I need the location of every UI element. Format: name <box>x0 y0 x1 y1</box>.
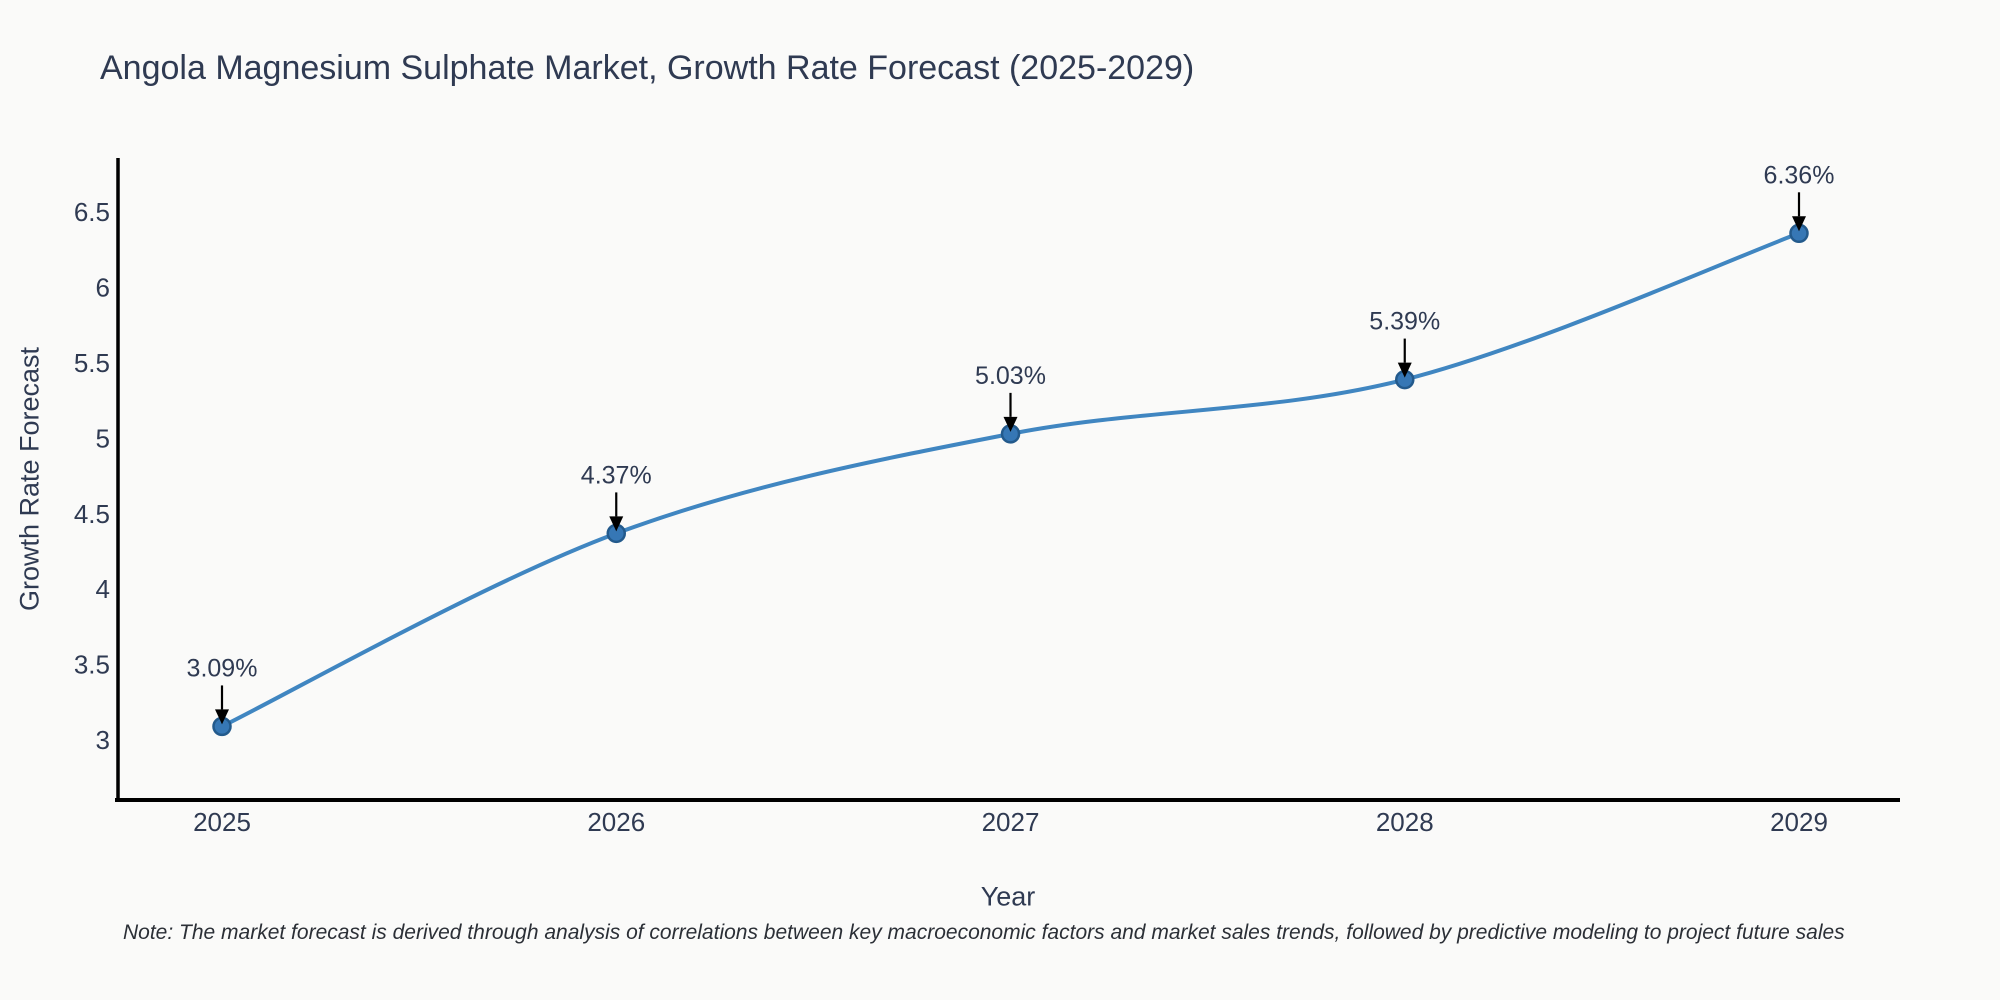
y-tick-label: 3 <box>96 725 110 755</box>
data-point-label: 4.37% <box>581 461 652 489</box>
x-tick-label: 2029 <box>1770 807 1828 837</box>
data-point-label: 5.03% <box>975 362 1046 390</box>
data-point-label: 5.39% <box>1369 308 1440 336</box>
trend-line <box>220 231 1801 729</box>
annotation-arrow-head <box>1397 362 1412 378</box>
data-point-label: 3.09% <box>187 654 258 682</box>
y-tick-label: 4 <box>96 574 110 604</box>
y-tick-label: 3.5 <box>74 650 110 680</box>
data-point-label: 6.36% <box>1764 161 1835 189</box>
y-axis-title: Growth Rate Forecast <box>14 346 45 612</box>
x-axis-title: Year <box>980 881 1036 912</box>
annotation-arrow-head <box>1003 416 1018 432</box>
y-tick-label: 6 <box>96 273 110 303</box>
x-tick-label: 2027 <box>982 807 1040 837</box>
annotation-arrow-head <box>1792 216 1806 232</box>
annotation-arrow-head <box>609 516 624 532</box>
y-tick-label: 6.5 <box>74 197 110 227</box>
chart-title: Angola Magnesium Sulphate Market, Growth… <box>100 49 1195 87</box>
y-tick-label: 5 <box>96 423 110 453</box>
x-tick-label: 2028 <box>1376 807 1434 837</box>
y-tick-label: 5.5 <box>74 348 110 378</box>
x-tick-label: 2025 <box>193 807 251 837</box>
footnote: Note: The market forecast is derived thr… <box>123 921 1845 944</box>
x-tick-label: 2026 <box>587 807 645 837</box>
y-tick-label: 4.5 <box>74 499 110 529</box>
annotation-arrow-head <box>215 709 229 725</box>
